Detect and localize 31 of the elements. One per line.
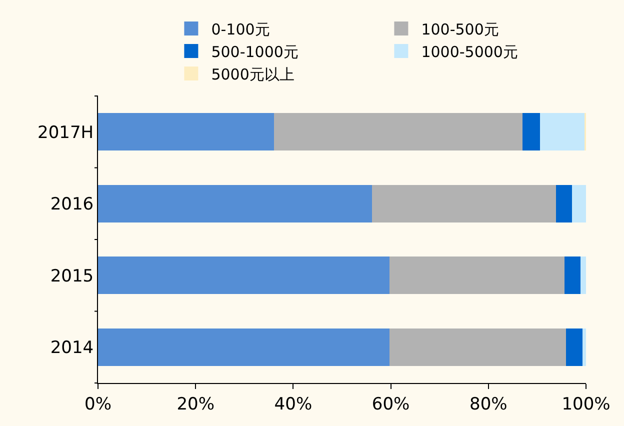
bar	[566, 328, 584, 366]
legend-label: 500-1000元	[211, 42, 298, 61]
x-tick-label: 100%	[562, 394, 610, 414]
legend-label: 100-500元	[421, 20, 499, 38]
bar	[572, 184, 586, 222]
x-tick-label: 80%	[470, 394, 508, 414]
y-tick-label: 2017H	[38, 122, 94, 143]
bar	[582, 328, 586, 366]
bar	[390, 256, 566, 294]
bar	[98, 184, 374, 222]
x-tick-label: 40%	[274, 394, 312, 414]
bar	[98, 113, 276, 151]
x-tick-label: 20%	[176, 394, 214, 414]
bar	[390, 328, 568, 366]
y-tick-label: 2014	[50, 338, 94, 358]
bar	[98, 328, 392, 366]
x-tick-label: 0%	[84, 394, 112, 414]
legend-label: 1000-5000元	[421, 42, 518, 61]
y-tick-label: 2015	[50, 266, 94, 286]
bar	[522, 113, 542, 151]
bar	[274, 113, 524, 151]
bar	[580, 256, 586, 294]
legend-label: 0-100元	[211, 20, 270, 38]
bar	[98, 256, 392, 294]
x-tick-label: 60%	[372, 394, 410, 414]
bar	[540, 113, 586, 151]
y-tick-label: 2016	[50, 194, 94, 215]
legend-label: 5000元以上	[211, 65, 294, 84]
bar	[556, 184, 574, 222]
bar	[372, 184, 558, 222]
bar	[564, 256, 582, 294]
